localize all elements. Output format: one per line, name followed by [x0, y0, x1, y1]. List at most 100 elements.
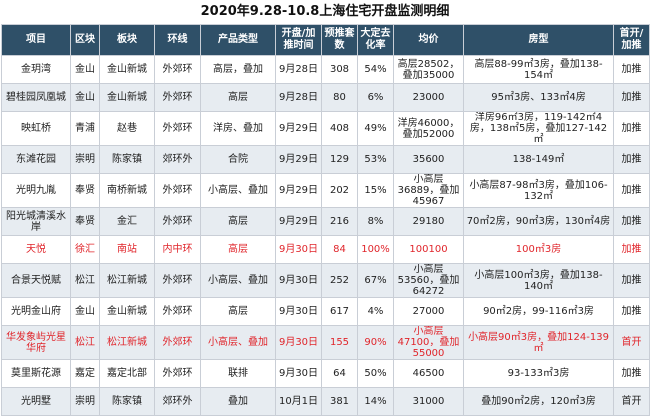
cell-sell-rate: 67%	[357, 263, 394, 298]
col-header-unit-layout: 房型	[463, 24, 614, 56]
cell-avg-price: 小高层36889，叠加45967	[393, 173, 464, 208]
cell-units: 129	[321, 145, 358, 174]
cell-project: 映虹桥	[1, 111, 71, 146]
cell-launch-time: 10月1日	[275, 387, 322, 416]
cell-product-type: 小高层、叠加	[200, 173, 276, 208]
cell-district: 奉贤	[70, 173, 100, 208]
cell-avg-price: 高层28502，叠加35000	[393, 55, 464, 84]
table-row: 东滩花园 崇明 陈家镇 郊环外 合院 9月29日 129 53% 35600 1…	[1, 145, 650, 174]
table-row: 碧桂园凤凰城 金山 金山新城 外郊环 高层 9月28日 80 6% 23000 …	[1, 83, 650, 112]
cell-units: 64	[321, 359, 358, 388]
cell-launch-time: 9月29日	[275, 111, 322, 146]
cell-area: 南站	[99, 235, 155, 264]
cell-units: 617	[321, 297, 358, 326]
cell-launch-kind: 加推	[613, 207, 650, 236]
cell-units: 308	[321, 55, 358, 84]
cell-launch-kind: 加推	[613, 145, 650, 174]
col-header-product-type: 产品类型	[200, 24, 276, 56]
cell-project: 阳光城清溪水岸	[1, 207, 71, 236]
cell-avg-price: 46500	[393, 359, 464, 388]
cell-launch-kind: 加推	[613, 173, 650, 208]
cell-units: 216	[321, 207, 358, 236]
cell-area: 嘉定北部	[99, 359, 155, 388]
cell-ring: 外郊环	[154, 325, 201, 360]
cell-launch-time: 9月28日	[275, 83, 322, 112]
cell-district: 金山	[70, 83, 100, 112]
cell-district: 崇明	[70, 145, 100, 174]
cell-unit-layout: 138-149㎡	[463, 145, 614, 174]
cell-ring: 郊环外	[154, 145, 201, 174]
cell-sell-rate: 100%	[357, 235, 394, 264]
cell-project: 金玥湾	[1, 55, 71, 84]
cell-district: 奉贤	[70, 207, 100, 236]
cell-sell-rate: 6%	[357, 83, 394, 112]
table-row: 阳光城清溪水岸 奉贤 金汇 外郊环 高层 9月29日 216 8% 29180 …	[1, 207, 650, 236]
table-row: 光明金山府 金山 金山新城 外郊环 高层 9月30日 617 4% 27000 …	[1, 297, 650, 326]
cell-sell-rate: 4%	[357, 297, 394, 326]
table-row: 金玥湾 金山 金山新城 外郊环 高层，叠加 9月28日 308 54% 高层28…	[1, 55, 650, 84]
cell-ring: 外郊环	[154, 359, 201, 388]
cell-launch-kind: 首开	[613, 387, 650, 416]
cell-ring: 内中环	[154, 235, 201, 264]
col-header-launch-kind: 首开/加推	[613, 24, 650, 56]
cell-project: 莫里斯花源	[1, 359, 71, 388]
cell-unit-layout: 小高层100㎡3房，叠加138-140㎡	[463, 263, 614, 298]
cell-avg-price: 小高层53560，叠加64272	[393, 263, 464, 298]
cell-area: 陈家镇	[99, 145, 155, 174]
cell-unit-layout: 100㎡3房	[463, 235, 614, 264]
cell-product-type: 高层	[200, 297, 276, 326]
cell-sell-rate: 8%	[357, 207, 394, 236]
cell-district: 松江	[70, 263, 100, 298]
cell-area: 金汇	[99, 207, 155, 236]
cell-unit-layout: 90㎡2房，99-116㎡3房	[463, 297, 614, 326]
cell-product-type: 高层，叠加	[200, 55, 276, 84]
col-header-district: 区块	[70, 24, 100, 56]
cell-ring: 外郊环	[154, 83, 201, 112]
col-header-ring: 环线	[154, 24, 201, 56]
cell-district: 崇明	[70, 387, 100, 416]
cell-units: 80	[321, 83, 358, 112]
col-header-area: 板块	[99, 24, 155, 56]
cell-project: 合景天悦赋	[1, 263, 71, 298]
cell-product-type: 小高层、叠加	[200, 325, 276, 360]
table-row: 天悦 徐汇 南站 内中环 高层 9月30日 84 100% 100100 100…	[1, 235, 650, 264]
cell-area: 陈家镇	[99, 387, 155, 416]
cell-sell-rate: 14%	[357, 387, 394, 416]
cell-units: 84	[321, 235, 358, 264]
cell-area: 金山新城	[99, 297, 155, 326]
cell-unit-layout: 70㎡2房，90㎡3房，130㎡4房	[463, 207, 614, 236]
cell-area: 松江新城	[99, 325, 155, 360]
page-title: 2020年9.28-10.8上海住宅开盘监测明细	[200, 4, 450, 19]
col-header-units: 预推套数	[321, 24, 358, 56]
cell-product-type: 洋房、叠加	[200, 111, 276, 146]
cell-ring: 外郊环	[154, 111, 201, 146]
cell-launch-time: 9月28日	[275, 55, 322, 84]
cell-sell-rate: 54%	[357, 55, 394, 84]
col-header-sell-rate: 大定去化率	[357, 24, 394, 56]
cell-product-type: 叠加	[200, 387, 276, 416]
cell-units: 155	[321, 325, 358, 360]
col-header-avg-price: 均价	[393, 24, 464, 56]
cell-district: 金山	[70, 297, 100, 326]
cell-product-type: 小高层、叠加	[200, 263, 276, 298]
cell-product-type: 合院	[200, 145, 276, 174]
cell-project: 光明九胤	[1, 173, 71, 208]
cell-area: 金山新城	[99, 83, 155, 112]
cell-product-type: 高层	[200, 235, 276, 264]
table-row: 莫里斯花源 嘉定 嘉定北部 外郊环 联排 9月30日 64 50% 46500 …	[1, 359, 650, 388]
cell-unit-layout: 小高层90㎡3房，叠加124-139㎡	[463, 325, 614, 360]
cell-launch-time: 9月30日	[275, 325, 322, 360]
cell-sell-rate: 49%	[357, 111, 394, 146]
cell-units: 381	[321, 387, 358, 416]
cell-district: 嘉定	[70, 359, 100, 388]
col-header-launch-time: 开盘/加推时间	[275, 24, 322, 56]
cell-units: 408	[321, 111, 358, 146]
cell-launch-time: 9月30日	[275, 235, 322, 264]
cell-area: 松江新城	[99, 263, 155, 298]
cell-sell-rate: 50%	[357, 359, 394, 388]
cell-launch-time: 9月29日	[275, 173, 322, 208]
cell-launch-time: 9月30日	[275, 263, 322, 298]
cell-avg-price: 23000	[393, 83, 464, 112]
cell-district: 青浦	[70, 111, 100, 146]
table-row: 映虹桥 青浦 赵巷 外郊环 洋房、叠加 9月29日 408 49% 洋房4600…	[1, 111, 650, 146]
